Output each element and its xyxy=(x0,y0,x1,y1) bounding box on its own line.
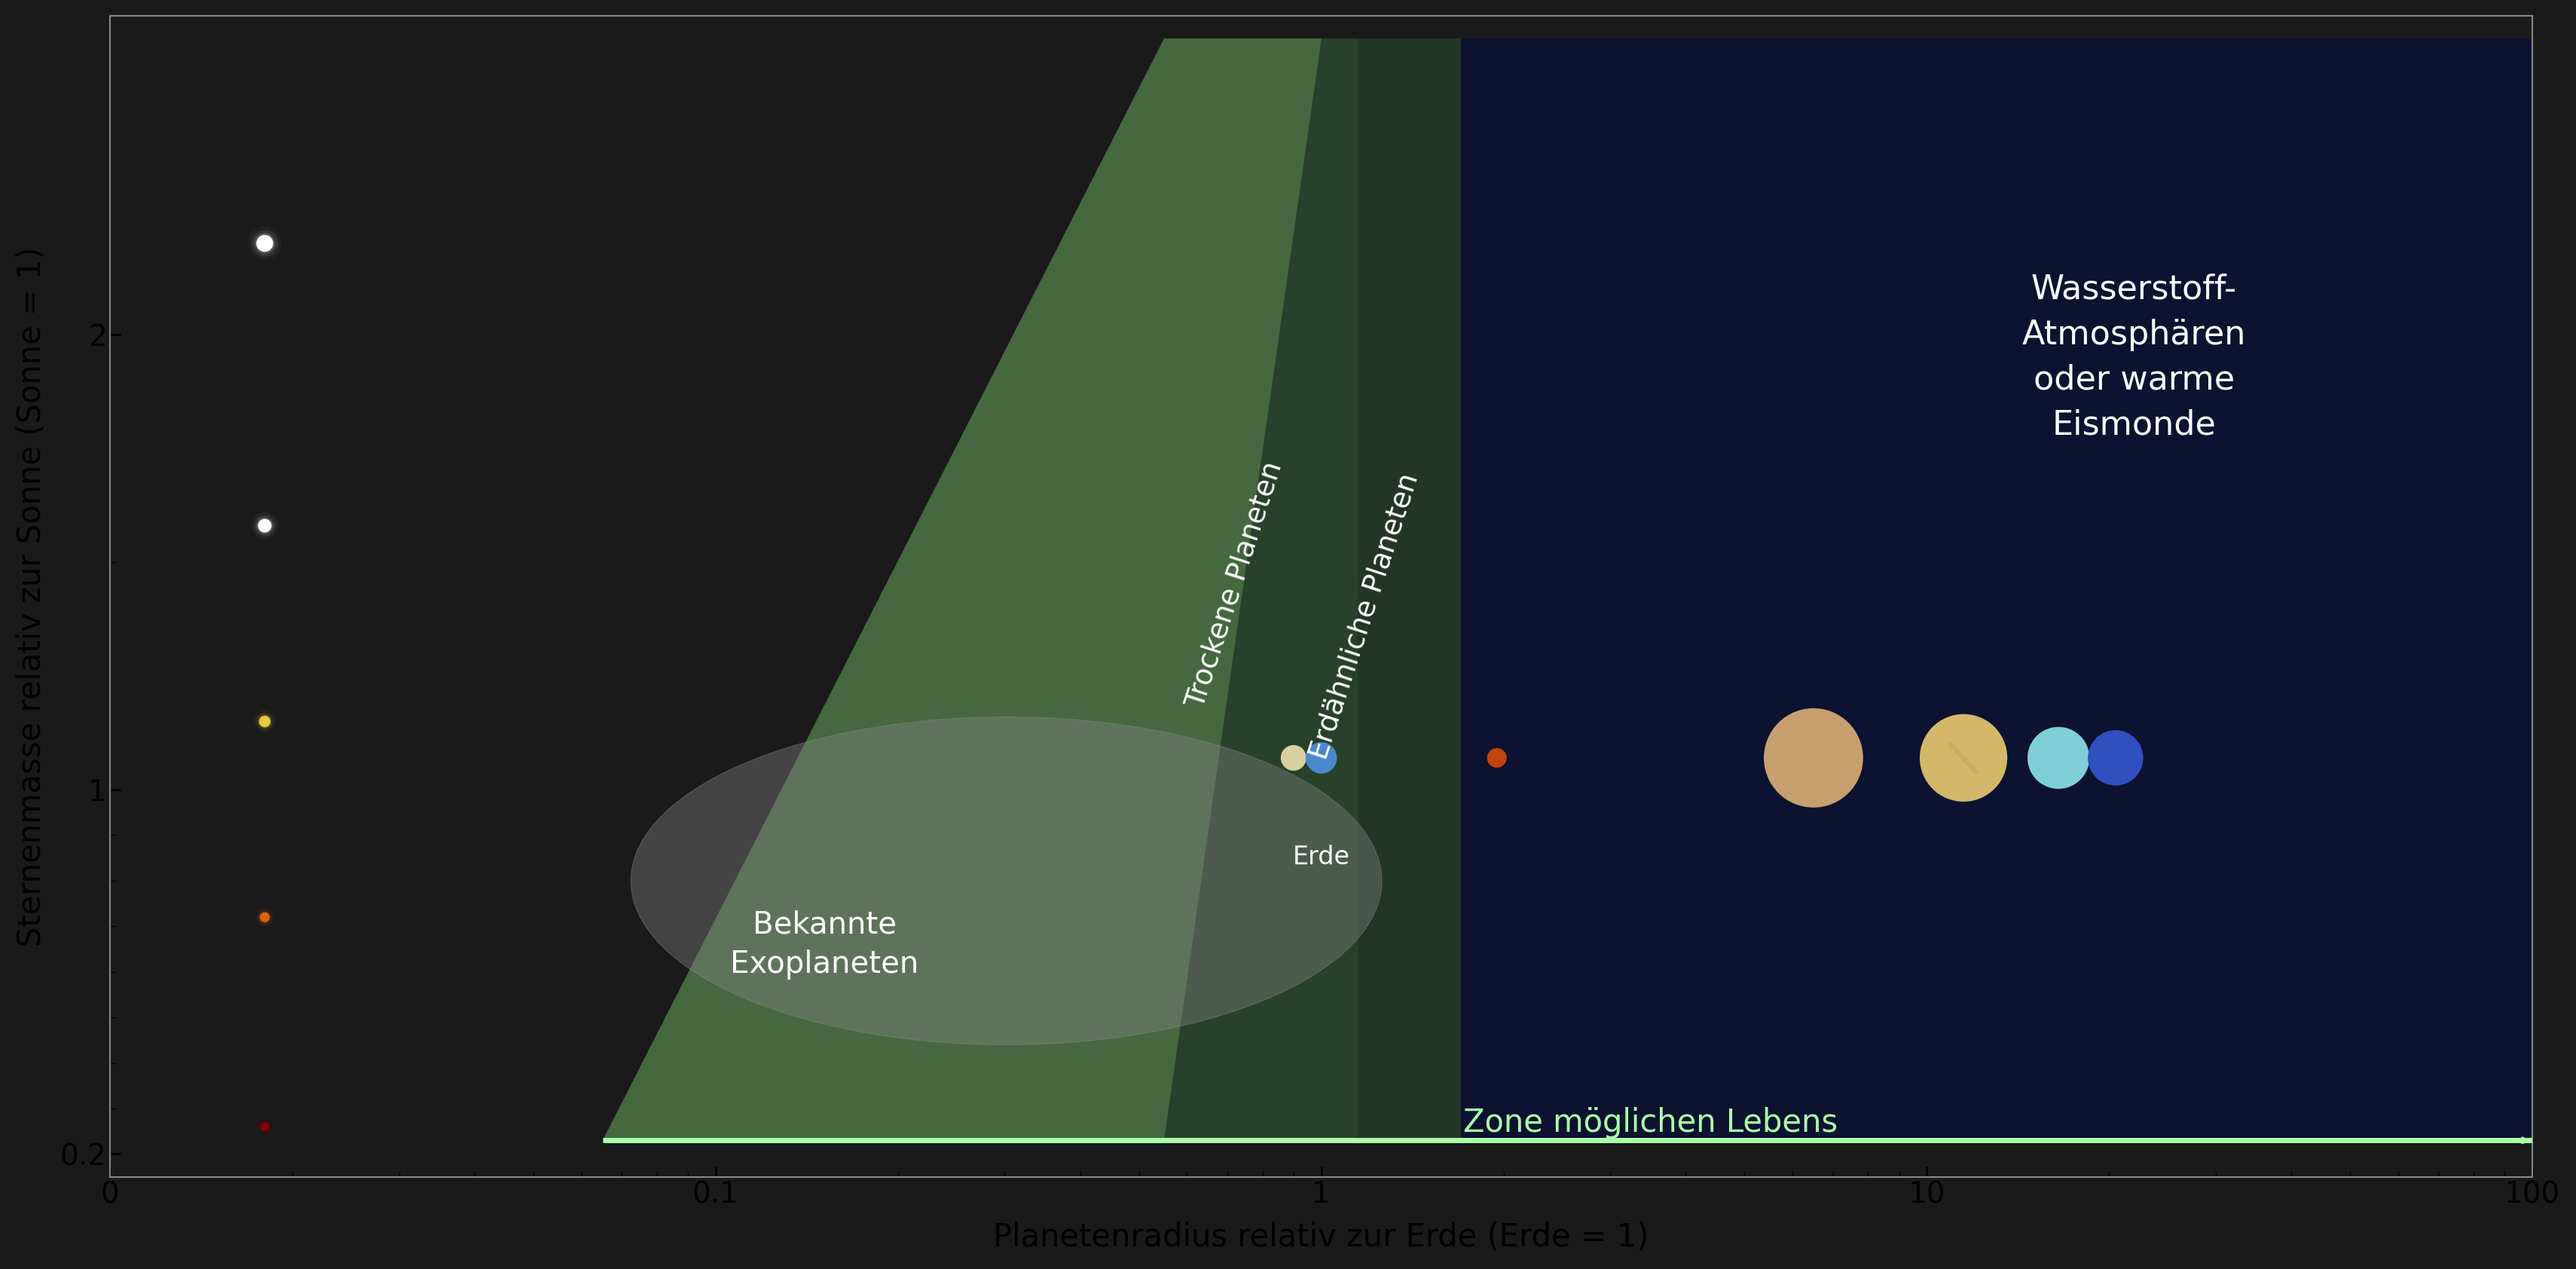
Point xyxy=(245,515,286,536)
Text: Trockene Planeten: Trockene Planeten xyxy=(1182,458,1288,712)
Point xyxy=(245,907,286,928)
Point xyxy=(245,515,286,536)
Point xyxy=(245,712,286,732)
Point xyxy=(1476,747,1517,768)
Point xyxy=(1793,747,1834,768)
Point xyxy=(2038,747,2079,768)
Text: Zone möglichen Lebens: Zone möglichen Lebens xyxy=(1463,1108,1837,1138)
Point xyxy=(245,907,286,928)
Point xyxy=(245,1117,286,1137)
Point xyxy=(245,233,286,254)
Point xyxy=(245,712,286,732)
Text: Wasserstoff-
Atmosphären
oder warme
Eismonde: Wasserstoff- Atmosphären oder warme Eism… xyxy=(2022,273,2246,442)
Text: Erdähnliche Planeten: Erdähnliche Planeten xyxy=(1306,471,1425,763)
Text: Erde: Erde xyxy=(1293,844,1350,869)
Point xyxy=(245,907,286,928)
Point xyxy=(245,1117,286,1137)
Point xyxy=(245,1117,286,1137)
X-axis label: Planetenradius relativ zur Erde (Erde = 1): Planetenradius relativ zur Erde (Erde = … xyxy=(994,1222,1649,1254)
Point xyxy=(245,233,286,254)
Point xyxy=(1942,747,1984,768)
Point xyxy=(245,907,286,928)
Point xyxy=(245,712,286,732)
Polygon shape xyxy=(603,38,2532,1141)
Y-axis label: Sternenmasse relativ zur Sonne (Sonne = 1): Sternenmasse relativ zur Sonne (Sonne = … xyxy=(15,246,46,947)
Point xyxy=(2094,747,2136,768)
Point xyxy=(1301,747,1342,768)
Polygon shape xyxy=(631,717,1381,1044)
Point xyxy=(245,233,286,254)
Text: Bekannte
Exoplaneten: Bekannte Exoplaneten xyxy=(732,910,920,980)
Point xyxy=(245,233,286,254)
Point xyxy=(1273,747,1314,768)
Point xyxy=(245,515,286,536)
Polygon shape xyxy=(603,38,1358,1141)
Point xyxy=(245,1117,286,1137)
Point xyxy=(245,712,286,732)
Polygon shape xyxy=(1164,38,1461,1141)
Point xyxy=(245,515,286,536)
